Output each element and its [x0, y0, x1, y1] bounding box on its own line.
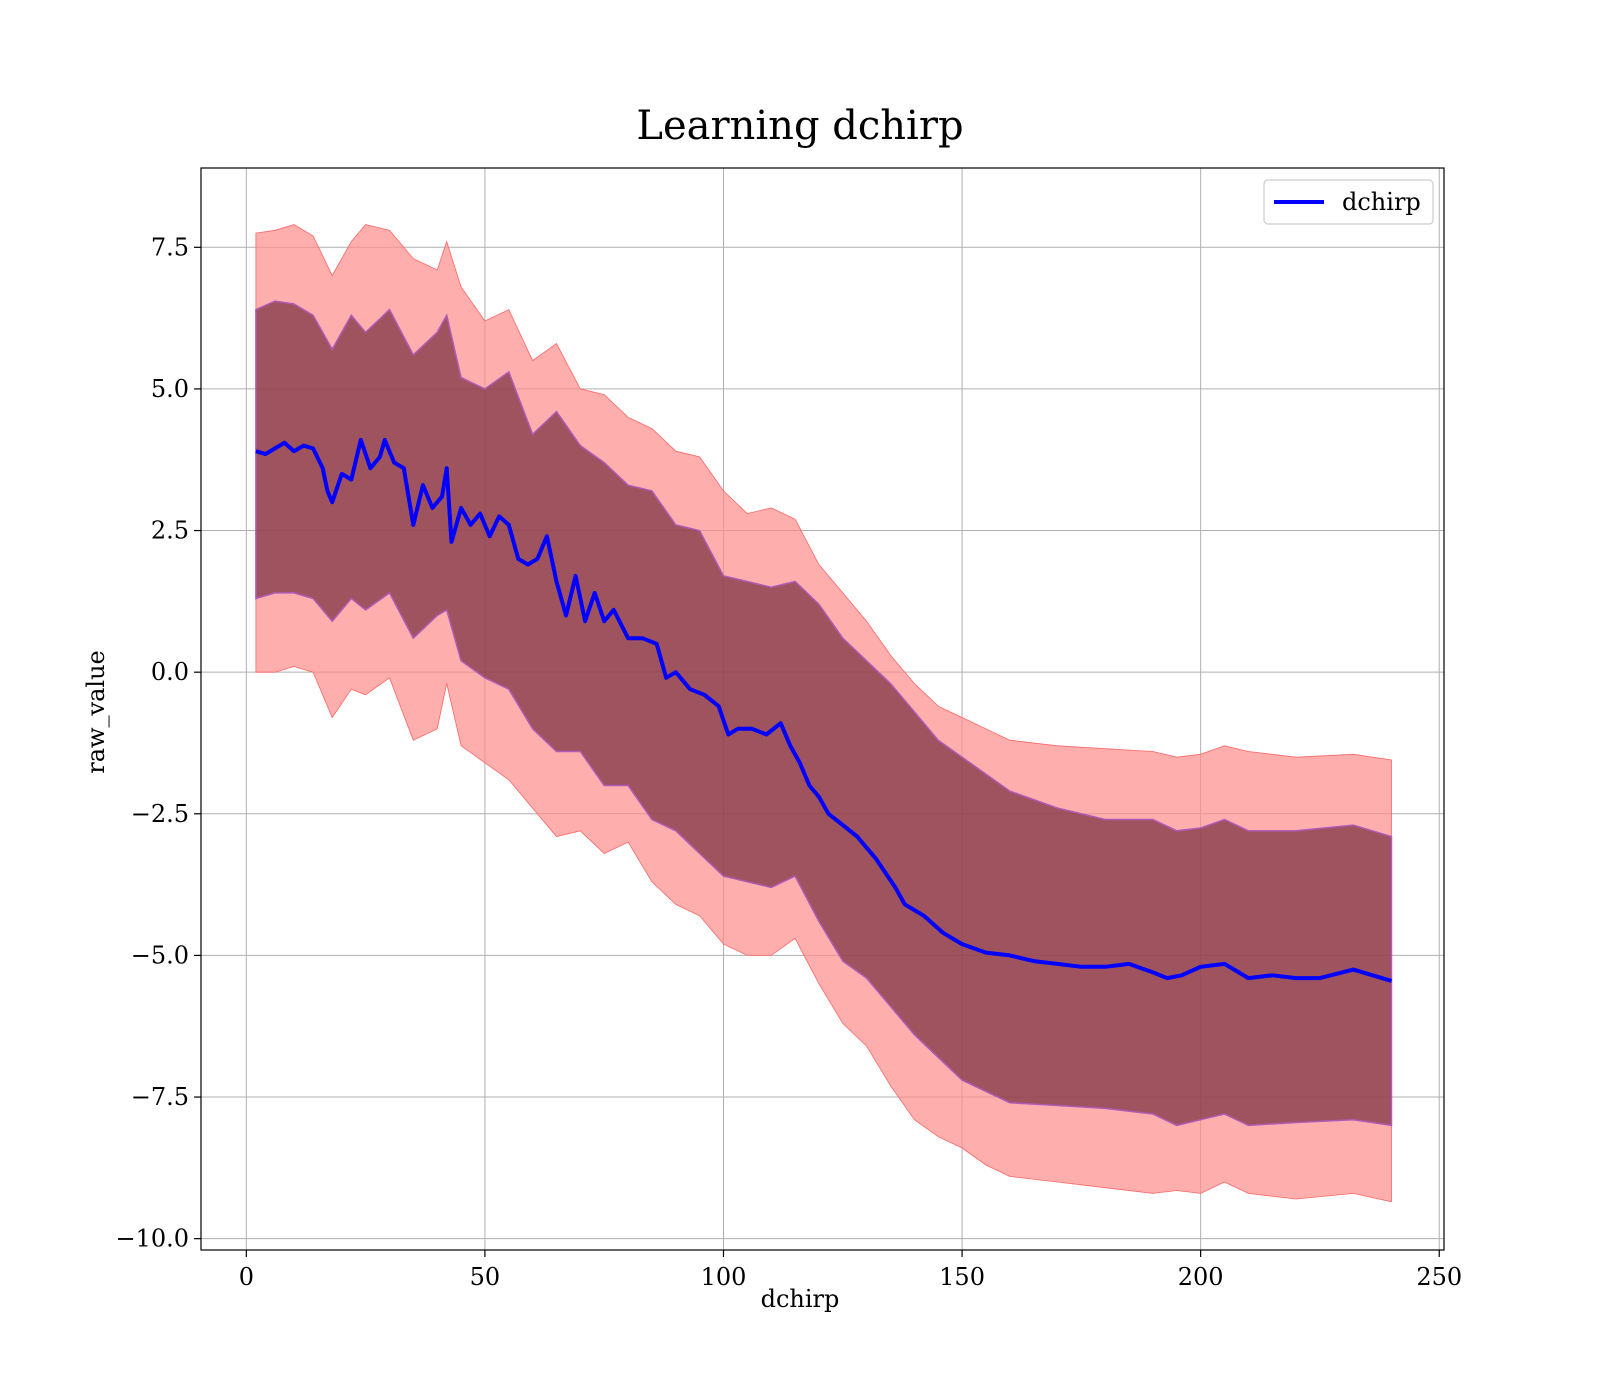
y-tick-label: −2.5 [131, 800, 189, 828]
plot-frame [200, 167, 1445, 1251]
y-tick-label: 0.0 [151, 658, 189, 686]
x-tick-label: 50 [470, 1263, 501, 1291]
y-tick-label: 2.5 [151, 517, 189, 545]
inner-confidence-band [255, 300, 1393, 1127]
series-line-dchirp [255, 437, 1393, 983]
y-tick-label: −10.0 [115, 1225, 189, 1253]
x-tick-label: 200 [1178, 1263, 1224, 1291]
x-tick-label: 100 [701, 1263, 747, 1291]
x-axis-label: dchirp [760, 1285, 840, 1313]
y-axis-label: raw_value [82, 650, 110, 774]
legend-box [1263, 179, 1434, 225]
x-tick-label: 250 [1416, 1263, 1462, 1291]
y-tick-label: −5.0 [131, 941, 189, 969]
legend-label-dchirp: dchirp [1342, 188, 1421, 216]
y-tick-label: −7.5 [131, 1083, 189, 1111]
chart-title: Learning dchirp [636, 103, 964, 149]
x-tick-label: 0 [239, 1263, 254, 1291]
legend: dchirp [1263, 179, 1434, 225]
axis-ticks: 0 50 100 150 200 250 7.5 5.0 2.5 0.0 −2.5 −5.0 −7.5 −… [115, 233, 1462, 1291]
y-tick-label: 5.0 [151, 375, 189, 403]
y-tick-label: 7.5 [151, 233, 189, 261]
x-tick-label: 150 [939, 1263, 985, 1291]
